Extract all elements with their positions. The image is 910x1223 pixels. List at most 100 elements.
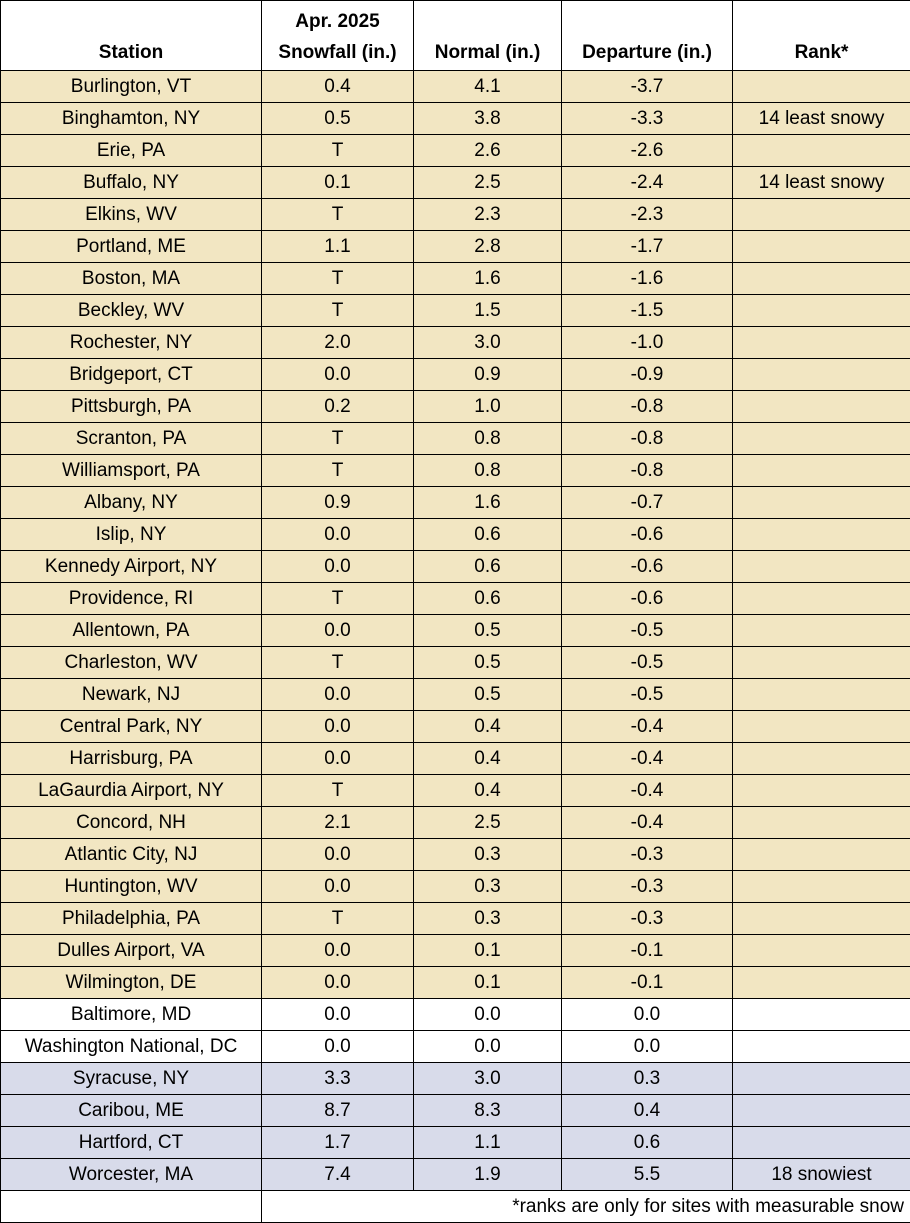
cell-snowfall: 1.1: [262, 231, 414, 263]
cell-normal: 0.1: [414, 935, 562, 967]
cell-normal: 0.3: [414, 839, 562, 871]
cell-station: Worcester, MA: [1, 1159, 262, 1191]
cell-station: Kennedy Airport, NY: [1, 551, 262, 583]
cell-rank: [733, 679, 910, 711]
cell-snowfall: 2.0: [262, 327, 414, 359]
cell-normal: 1.6: [414, 263, 562, 295]
cell-station: Newark, NJ: [1, 679, 262, 711]
cell-snowfall: 0.2: [262, 391, 414, 423]
cell-rank: [733, 423, 910, 455]
cell-snowfall: T: [262, 263, 414, 295]
cell-snowfall: 0.4: [262, 71, 414, 103]
cell-departure: -0.8: [562, 423, 733, 455]
cell-snowfall: T: [262, 583, 414, 615]
cell-normal: 1.6: [414, 487, 562, 519]
cell-station: LaGaurdia Airport, NY: [1, 775, 262, 807]
cell-departure: -0.5: [562, 647, 733, 679]
cell-station: Allentown, PA: [1, 615, 262, 647]
cell-normal: 0.0: [414, 999, 562, 1031]
cell-normal: 0.6: [414, 519, 562, 551]
cell-snowfall: 0.0: [262, 711, 414, 743]
cell-station: Albany, NY: [1, 487, 262, 519]
cell-rank: [733, 583, 910, 615]
cell-snowfall: 7.4: [262, 1159, 414, 1191]
cell-rank: [733, 615, 910, 647]
cell-station: Islip, NY: [1, 519, 262, 551]
header-rank: Rank*: [733, 1, 910, 71]
cell-rank: [733, 359, 910, 391]
cell-rank: [733, 71, 910, 103]
cell-station: Boston, MA: [1, 263, 262, 295]
cell-departure: -0.3: [562, 871, 733, 903]
cell-station: Central Park, NY: [1, 711, 262, 743]
cell-rank: [733, 295, 910, 327]
cell-normal: 0.3: [414, 903, 562, 935]
cell-normal: 0.5: [414, 615, 562, 647]
cell-normal: 2.8: [414, 231, 562, 263]
cell-snowfall: T: [262, 455, 414, 487]
cell-station: Hartford, CT: [1, 1127, 262, 1159]
cell-departure: -0.6: [562, 583, 733, 615]
cell-rank: [733, 1063, 910, 1095]
cell-snowfall: 0.0: [262, 871, 414, 903]
header-departure: Departure (in.): [562, 1, 733, 71]
cell-rank: [733, 647, 910, 679]
cell-normal: 0.9: [414, 359, 562, 391]
cell-normal: 0.0: [414, 1031, 562, 1063]
cell-rank: [733, 903, 910, 935]
header-station: Station: [1, 1, 262, 71]
cell-station: Burlington, VT: [1, 71, 262, 103]
cell-normal: 0.4: [414, 743, 562, 775]
cell-departure: -0.1: [562, 935, 733, 967]
cell-departure: 0.0: [562, 999, 733, 1031]
header-snowfall: Apr. 2025 Snowfall (in.): [262, 1, 414, 71]
cell-station: Atlantic City, NJ: [1, 839, 262, 871]
cell-rank: 14 least snowy: [733, 167, 910, 199]
cell-normal: 0.6: [414, 551, 562, 583]
cell-station: Elkins, WV: [1, 199, 262, 231]
cell-departure: -0.8: [562, 391, 733, 423]
footnote: *ranks are only for sites with measurabl…: [262, 1191, 910, 1223]
cell-snowfall: 0.0: [262, 359, 414, 391]
cell-departure: -0.3: [562, 839, 733, 871]
cell-rank: [733, 871, 910, 903]
header-snowfall-line1: Apr. 2025: [265, 6, 410, 37]
cell-normal: 1.5: [414, 295, 562, 327]
cell-departure: -0.7: [562, 487, 733, 519]
cell-normal: 0.6: [414, 583, 562, 615]
cell-station: Huntington, WV: [1, 871, 262, 903]
cell-station: Bridgeport, CT: [1, 359, 262, 391]
cell-snowfall: 0.0: [262, 935, 414, 967]
cell-snowfall: 3.3: [262, 1063, 414, 1095]
cell-rank: [733, 391, 910, 423]
cell-station: Syracuse, NY: [1, 1063, 262, 1095]
cell-snowfall: 0.0: [262, 999, 414, 1031]
cell-departure: -2.6: [562, 135, 733, 167]
cell-station: Wilmington, DE: [1, 967, 262, 999]
cell-normal: 0.8: [414, 455, 562, 487]
cell-station: Erie, PA: [1, 135, 262, 167]
cell-station: Williamsport, PA: [1, 455, 262, 487]
cell-station: Charleston, WV: [1, 647, 262, 679]
cell-departure: -0.3: [562, 903, 733, 935]
cell-rank: [733, 935, 910, 967]
cell-rank: [733, 263, 910, 295]
cell-snowfall: 8.7: [262, 1095, 414, 1127]
cell-departure: -0.4: [562, 775, 733, 807]
cell-snowfall: 2.1: [262, 807, 414, 839]
cell-station: Concord, NH: [1, 807, 262, 839]
